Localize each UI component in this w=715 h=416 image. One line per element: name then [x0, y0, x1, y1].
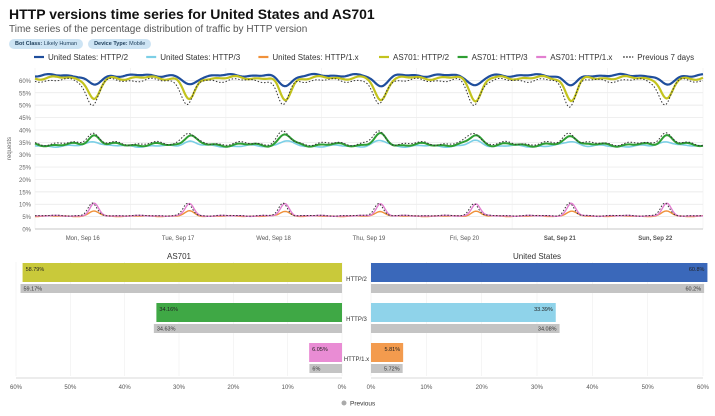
- y-tick-label: 10%: [19, 203, 32, 209]
- us-bar-previous: [371, 284, 705, 293]
- us-x-tick-label: 30%: [531, 385, 544, 391]
- as701-bar-current: [22, 263, 342, 282]
- x-tick-label: Wed, Sep 18: [256, 236, 291, 242]
- as701-x-tick-label: 0%: [338, 385, 347, 391]
- y-axis-label: requests: [7, 137, 13, 160]
- x-tick-label: Mon, Sep 16: [66, 236, 101, 242]
- previous-legend-label: Previous: [350, 401, 376, 408]
- series-line: [34, 77, 704, 108]
- series-line: [34, 74, 704, 103]
- y-tick-label: 60%: [19, 79, 32, 85]
- as701-bar-previous: [20, 284, 342, 293]
- series-line: [34, 132, 704, 148]
- legend-item[interactable]: AS701: HTTP/3: [457, 53, 529, 62]
- bot-class-value: Likely Human: [43, 41, 78, 47]
- legend-item[interactable]: AS701: HTTP/2: [379, 53, 450, 62]
- as701-bar-previous-label: 34.63%: [157, 327, 176, 333]
- legend-item[interactable]: United States: HTTP/3: [146, 53, 241, 62]
- us-x-tick-label: 40%: [586, 385, 599, 391]
- y-tick-label: 20%: [19, 178, 32, 184]
- device-type-value: Mobile: [129, 41, 146, 47]
- as701-x-tick-label: 30%: [173, 385, 186, 391]
- as701-bar-previous-label: 59.17%: [24, 287, 43, 293]
- y-tick-label: 0%: [22, 228, 31, 234]
- y-tick-label: 15%: [19, 190, 32, 196]
- previous-legend-swatch: [341, 400, 347, 406]
- us-bar-previous-label: 34.08%: [538, 327, 557, 333]
- as701-x-tick-label: 50%: [64, 385, 77, 391]
- legend-item[interactable]: AS701: HTTP/1.x: [536, 53, 612, 62]
- us-bar-previous: [371, 364, 403, 373]
- legend-label: Previous 7 days: [637, 53, 694, 62]
- y-tick-label: 35%: [19, 141, 32, 147]
- y-tick-label: 55%: [19, 91, 32, 97]
- as701-x-tick-label: 40%: [119, 385, 132, 391]
- previous-legend[interactable]: Previous: [341, 400, 377, 408]
- category-label: HTTP/3: [346, 317, 367, 323]
- legend-label: AS701: HTTP/1.x: [550, 53, 612, 62]
- as701-x-tick-label: 60%: [10, 385, 23, 391]
- legend-label: United States: HTTP/1.x: [272, 53, 358, 62]
- series-line: [35, 202, 703, 218]
- y-tick-label: 50%: [19, 104, 32, 110]
- us-x-tick-label: 20%: [476, 385, 489, 391]
- us-bar-current-label: 5.81%: [385, 347, 401, 353]
- legend-label: AS701: HTTP/2: [393, 53, 450, 62]
- us-x-tick-label: 60%: [697, 385, 710, 391]
- legend-item[interactable]: Previous 7 days: [623, 53, 694, 62]
- us-bar-current: [371, 303, 556, 322]
- y-tick-label: 30%: [19, 153, 32, 159]
- us-bar-previous-label: 60.2%: [685, 287, 701, 293]
- as701-bar-previous: [153, 324, 342, 333]
- as701-bar-previous-label: 6%: [312, 367, 320, 373]
- legend-label: United States: HTTP/3: [160, 53, 241, 62]
- bot-class-key: Bot Class:: [15, 41, 43, 47]
- as701-bar-current-label: 58.79%: [26, 267, 45, 273]
- us-bar-previous-label: 5.72%: [384, 367, 400, 373]
- as701-bar-current-label: 34.16%: [159, 307, 178, 313]
- y-tick-label: 40%: [19, 128, 32, 134]
- category-label: HTTP/1.x: [344, 357, 369, 363]
- series-line: [34, 202, 704, 217]
- bot-class-badge[interactable]: Bot Class: Likely Human: [9, 39, 84, 49]
- as701-bar-current-label: 6.05%: [312, 347, 328, 353]
- device-type-badge[interactable]: Device Type: Mobile: [88, 39, 152, 49]
- legend-item[interactable]: United States: HTTP/2: [34, 53, 129, 62]
- x-tick-label: Sun, Sep 22: [638, 236, 673, 242]
- us-x-tick-label: 10%: [420, 385, 433, 391]
- us-x-tick-label: 0%: [367, 385, 376, 391]
- as701-title: AS701: [167, 252, 192, 261]
- us-x-tick-label: 50%: [642, 385, 655, 391]
- us-bar-current-label: 60.8%: [689, 267, 705, 273]
- x-tick-label: Sat, Sep 21: [544, 236, 577, 242]
- as701-x-tick-label: 10%: [282, 385, 295, 391]
- as701-bar-current: [309, 343, 342, 362]
- y-tick-label: 25%: [19, 166, 32, 172]
- page-subtitle: Time series of the percentage distributi…: [9, 24, 308, 35]
- legend-label: United States: HTTP/2: [48, 53, 129, 62]
- page-title: HTTP versions time series for United Sta…: [9, 6, 375, 22]
- as701-bar-previous: [309, 364, 342, 373]
- legend-label: AS701: HTTP/3: [472, 53, 529, 62]
- us-bar-current: [371, 343, 404, 362]
- series-line: [35, 72, 704, 88]
- filter-badges: Bot Class: Likely Human Device Type: Mob…: [9, 39, 152, 49]
- us-bar-previous: [371, 324, 560, 333]
- y-tick-label: 45%: [19, 116, 32, 122]
- as701-x-tick-label: 20%: [227, 385, 240, 391]
- y-tick-label: 5%: [22, 215, 31, 221]
- x-tick-label: Thu, Sep 19: [353, 236, 386, 242]
- x-tick-label: Fri, Sep 20: [450, 236, 480, 242]
- x-tick-label: Tue, Sep 17: [162, 236, 195, 242]
- device-type-key: Device Type:: [94, 41, 128, 47]
- legend-item[interactable]: United States: HTTP/1.x: [258, 53, 359, 62]
- us-bar-current-label: 33.39%: [534, 307, 553, 313]
- as701-bar-current: [156, 303, 342, 322]
- us-title: United States: [513, 252, 561, 261]
- category-label: HTTP/2: [346, 277, 367, 283]
- us-bar-current: [371, 263, 708, 282]
